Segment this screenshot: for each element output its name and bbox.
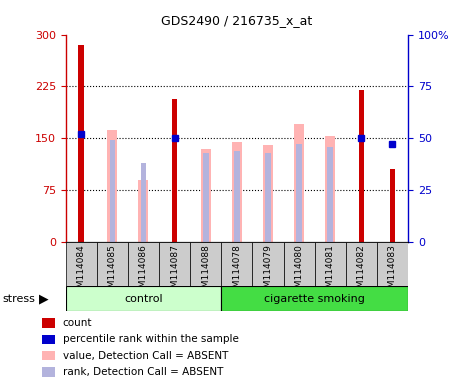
Text: GSM114087: GSM114087 [170,244,179,299]
Bar [327,147,333,242]
Text: count: count [63,318,92,328]
Text: GSM114079: GSM114079 [264,244,272,299]
Bar [159,242,190,286]
Bar [284,242,315,286]
Bar [42,318,55,328]
Bar [201,149,211,242]
Bar [190,242,221,286]
Bar [252,242,284,286]
Bar [315,242,346,286]
Text: GSM114088: GSM114088 [201,244,210,299]
Text: GSM114078: GSM114078 [232,244,242,299]
Bar [107,130,117,242]
Bar [294,124,304,242]
Bar [66,286,221,311]
Text: percentile rank within the sample: percentile rank within the sample [63,334,239,344]
Text: GSM114082: GSM114082 [357,244,366,299]
Bar [232,142,242,242]
Bar [325,136,335,242]
Bar [265,153,271,242]
Bar [42,351,55,360]
Bar [141,163,146,242]
Text: GDS2490 / 216735_x_at: GDS2490 / 216735_x_at [161,14,312,27]
Bar [128,242,159,286]
Bar [377,242,408,286]
Bar [42,335,55,344]
Text: ▶: ▶ [39,292,49,305]
Bar [42,367,55,377]
Text: GSM114080: GSM114080 [295,244,303,299]
Bar [203,153,209,242]
Bar [78,45,84,242]
Bar [110,140,115,242]
Text: GSM114085: GSM114085 [108,244,117,299]
Bar [358,90,364,242]
Bar [97,242,128,286]
Bar [234,151,240,242]
Text: control: control [124,293,163,304]
Text: cigarette smoking: cigarette smoking [264,293,365,304]
Text: rank, Detection Call = ABSENT: rank, Detection Call = ABSENT [63,367,223,377]
Text: value, Detection Call = ABSENT: value, Detection Call = ABSENT [63,351,228,361]
Text: GSM114084: GSM114084 [77,244,86,299]
Bar [221,242,252,286]
Bar [172,99,177,242]
Bar [138,180,149,242]
Bar [66,242,97,286]
Bar [221,286,408,311]
Text: GSM114083: GSM114083 [388,244,397,299]
Bar [263,145,273,242]
Bar [390,169,395,242]
Text: GSM114086: GSM114086 [139,244,148,299]
Text: GSM114081: GSM114081 [325,244,335,299]
Bar [296,144,302,242]
Text: stress: stress [2,293,35,304]
Bar [346,242,377,286]
